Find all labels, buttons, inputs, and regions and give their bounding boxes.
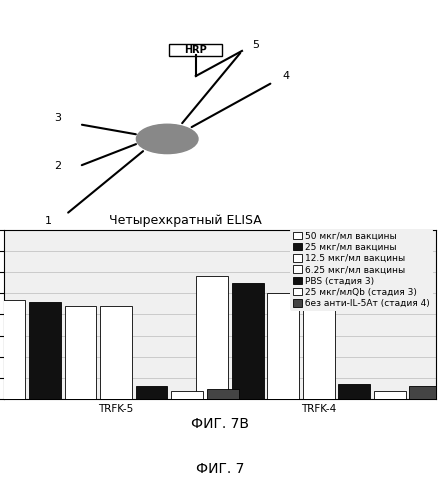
Bar <box>232 282 264 399</box>
Text: 1: 1 <box>45 216 52 226</box>
Bar <box>206 389 238 399</box>
Bar <box>65 306 96 399</box>
Text: HRP: HRP <box>184 45 207 55</box>
Bar <box>374 391 406 399</box>
Bar <box>0 299 26 399</box>
Text: ФИГ. 7А: ФИГ. 7А <box>191 250 249 264</box>
Text: 2: 2 <box>54 161 61 171</box>
Legend: 50 мкг/мл вакцины, 25 мкг/мл вакцины, 12.5 мкг/мл вакцины, 6.25 мкг/мл вакцины, : 50 мкг/мл вакцины, 25 мкг/мл вакцины, 12… <box>290 229 433 311</box>
Circle shape <box>136 124 198 154</box>
Bar <box>136 386 168 399</box>
Bar <box>29 301 61 399</box>
Title: Четырехкратный ELISA: Четырехкратный ELISA <box>109 214 262 227</box>
Bar <box>268 293 299 399</box>
FancyBboxPatch shape <box>169 43 222 56</box>
Text: 5: 5 <box>252 39 259 49</box>
Bar <box>196 276 228 399</box>
Text: ФИГ. 7: ФИГ. 7 <box>196 462 244 476</box>
Text: ФИГ. 7В: ФИГ. 7В <box>191 417 249 431</box>
Bar <box>100 306 132 399</box>
Text: 3: 3 <box>54 113 61 123</box>
Bar <box>303 293 335 399</box>
Text: 4: 4 <box>282 71 290 81</box>
Bar <box>410 386 440 399</box>
Bar <box>171 391 203 399</box>
Bar <box>338 384 370 399</box>
